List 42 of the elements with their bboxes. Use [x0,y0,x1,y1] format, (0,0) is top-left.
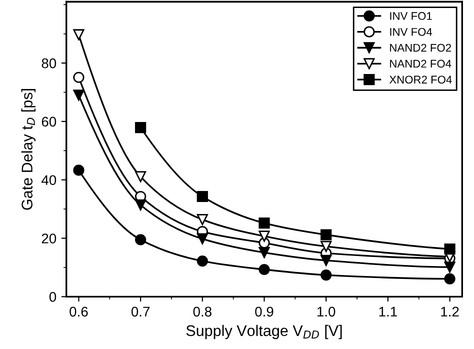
y-tick-label: 0 [49,292,56,302]
point [135,199,146,211]
point [196,255,208,267]
point [135,171,146,182]
point [135,234,146,246]
point [73,29,84,40]
point [258,230,270,242]
point [196,233,208,244]
legend-label: XNOR2 FO4 [389,76,452,84]
point [73,164,84,176]
x-tick-label: 0.7 [131,306,150,317]
legend-label: NAND2 FO2 [390,44,451,52]
point [320,254,332,266]
point [196,190,208,202]
legend-label: INV FO4 [390,28,432,36]
x-tick-label: 1.2 [441,306,459,316]
point [73,90,84,101]
legend-label: NAND2 FO4 [390,60,452,68]
point [444,244,456,255]
point [258,218,270,229]
point [258,247,270,258]
y-tick-label: 60 [42,116,56,127]
point [320,240,332,252]
point [320,229,332,240]
x-tick-label: 0.6 [70,306,88,317]
x-tick-label: 0.8 [193,306,212,317]
point [196,214,208,226]
point [135,122,146,134]
x-tick-label: 0.9 [255,306,274,317]
point [258,264,270,276]
y-tick-label: 20 [42,234,56,244]
point [444,262,456,273]
x-tick-label: 1.0 [318,306,336,317]
legend-label: INV FO1 [390,12,432,20]
point [73,72,84,83]
y-tick-label: 80 [42,58,56,68]
x-tick-label: 1.1 [379,306,397,316]
x-axis-title: Supply Voltage V$_{DD}$ [V] [186,324,342,340]
point [444,273,456,284]
point [320,269,332,281]
y-axis-title: Gate Delay t$_{D}$ [ps] [21,89,36,210]
y-tick-label: 40 [42,175,56,186]
